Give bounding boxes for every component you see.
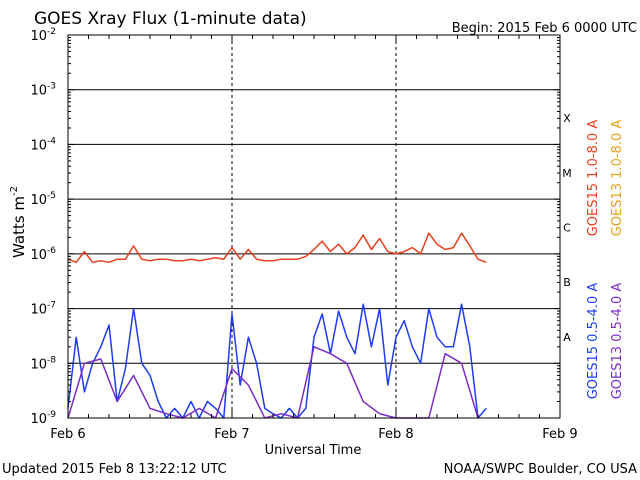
legend-entry: GOES13 1.0-8.0 A bbox=[610, 120, 625, 237]
updated-label: Updated 2015 Feb 8 13:22:12 UTC bbox=[2, 462, 227, 477]
series-line bbox=[67, 303, 487, 419]
x-axis-label: Universal Time bbox=[265, 443, 362, 458]
legend-entry: GOES15 0.5-4.0 A bbox=[586, 283, 601, 400]
y-tick-label: 10-6 bbox=[30, 246, 56, 263]
data-series bbox=[67, 232, 487, 419]
y-tick-label: 10-5 bbox=[30, 191, 56, 208]
chart-title: GOES Xray Flux (1-minute data) bbox=[34, 9, 307, 29]
svg-text:Watts m-2: Watts m-2 bbox=[9, 186, 28, 258]
y-tick-label: 10-2 bbox=[30, 27, 56, 44]
y-tick-label: 10-3 bbox=[30, 82, 56, 99]
flare-class-label: A bbox=[563, 331, 571, 344]
x-tick-label: Feb 7 bbox=[214, 427, 249, 442]
series-line bbox=[67, 346, 479, 419]
y-axis-label: Watts m-2 bbox=[9, 186, 28, 258]
flare-class-label: X bbox=[563, 112, 571, 125]
legend-entry: GOES15 1.0-8.0 A bbox=[586, 120, 601, 237]
series-line bbox=[67, 232, 487, 264]
day-dividers bbox=[231, 35, 397, 418]
y-axis-label-exponent: -2 bbox=[9, 186, 20, 196]
flare-class-label: C bbox=[563, 222, 571, 235]
x-axis-ticks: Feb 6 Feb 7 Feb 8 Feb 9 bbox=[50, 35, 578, 442]
begin-label: Begin: 2015 Feb 6 0000 UTC bbox=[452, 21, 637, 36]
source-label: NOAA/SWPC Boulder, CO USA bbox=[444, 462, 637, 477]
x-tick-label: Feb 6 bbox=[50, 427, 85, 442]
y-tick-label: 10-9 bbox=[30, 410, 56, 427]
flare-class-label: M bbox=[562, 167, 572, 180]
y-axis-ticks: 10-2 10-3 10-4 10-5 10-6 10-7 10-8 10-9 bbox=[30, 27, 560, 427]
y-tick-label: 10-8 bbox=[30, 355, 56, 372]
y-tick-label: 10-4 bbox=[30, 136, 56, 153]
gridlines bbox=[68, 34, 560, 419]
legend-entry: GOES13 0.5-4.0 A bbox=[610, 283, 625, 400]
x-tick-label: Feb 8 bbox=[378, 427, 413, 442]
y-tick-label: 10-7 bbox=[30, 301, 56, 318]
flare-class-label: B bbox=[563, 276, 571, 289]
y-axis-label-text: Watts m bbox=[10, 196, 28, 258]
x-tick-label: Feb 9 bbox=[542, 427, 577, 442]
flare-class-labels: X M C B A bbox=[562, 112, 572, 344]
legend: GOES15 1.0-8.0 A GOES13 1.0-8.0 A GOES15 0… bbox=[586, 120, 625, 400]
